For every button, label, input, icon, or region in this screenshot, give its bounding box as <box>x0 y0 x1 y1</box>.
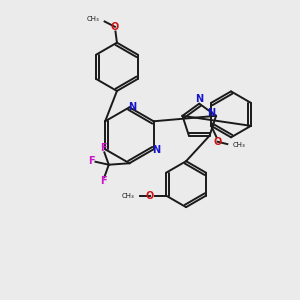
Text: O: O <box>214 137 222 147</box>
Text: CH₃: CH₃ <box>122 193 134 199</box>
Text: CH₃: CH₃ <box>86 16 99 22</box>
Text: N: N <box>152 145 160 155</box>
Text: F: F <box>88 156 94 166</box>
Text: F: F <box>100 143 107 153</box>
Text: N: N <box>207 109 215 118</box>
Text: N: N <box>195 94 203 104</box>
Text: O: O <box>111 22 119 32</box>
Text: N: N <box>128 102 136 112</box>
Text: O: O <box>146 191 154 201</box>
Text: CH₃: CH₃ <box>232 142 245 148</box>
Text: F: F <box>100 176 107 186</box>
